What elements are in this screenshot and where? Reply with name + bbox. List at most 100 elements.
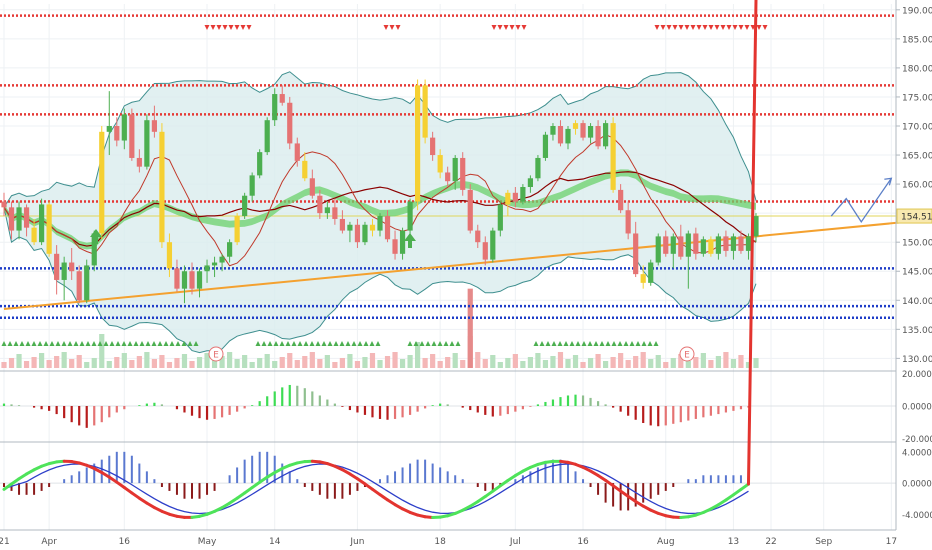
candle-body-18 <box>136 157 142 167</box>
volume-bar-8 <box>61 352 67 368</box>
buy-marker-0-64 <box>61 341 67 346</box>
sell-marker-3-2 <box>666 25 672 30</box>
stoch-main-segment-50 <box>378 493 390 502</box>
sell-marker-0-3 <box>222 25 228 30</box>
candle-body-0 <box>1 201 7 208</box>
sell-marker-0-6 <box>240 25 246 30</box>
candle-body-21 <box>159 131 165 243</box>
buy-marker-0-88 <box>85 341 91 346</box>
volume-bar-52 <box>392 352 398 368</box>
candle-body-43 <box>324 207 330 214</box>
candle-body-28 <box>211 262 218 266</box>
buy-marker-1-378 <box>375 341 381 346</box>
sell-marker-0-4 <box>228 25 234 30</box>
volume-bar-51 <box>384 356 391 368</box>
buy-marker-0-40 <box>37 341 43 346</box>
buy-marker-0-148 <box>145 341 151 346</box>
volume-bar-49 <box>369 353 376 368</box>
buy-marker-1-366 <box>363 341 369 346</box>
volume-bar-80 <box>603 361 609 368</box>
volume-bar-70 <box>527 357 533 368</box>
volume-bar-83 <box>625 360 631 368</box>
stoch-main-segment-32 <box>243 486 254 495</box>
candle-body-59 <box>445 172 451 182</box>
macd-pane <box>0 370 896 428</box>
buy-marker-3-590 <box>587 341 593 346</box>
stoch-pane <box>0 0 896 519</box>
buy-marker-2-446 <box>443 341 449 346</box>
candle-body-64 <box>482 242 488 260</box>
volume-bar-74 <box>557 352 564 368</box>
candle-body-58 <box>437 155 443 173</box>
buy-marker-2-452 <box>449 341 455 346</box>
volume-bar-67 <box>505 358 511 368</box>
volume-bar-10 <box>76 355 82 368</box>
volume-bar-89 <box>670 358 676 368</box>
bollinger-upper <box>3 71 757 208</box>
candle-body-63 <box>475 230 481 243</box>
volume-bar-27 <box>204 353 210 368</box>
volume-bar-85 <box>640 352 646 368</box>
buy-marker-0-34 <box>31 341 37 346</box>
candle-body-47 <box>354 224 361 243</box>
buy-marker-0-190 <box>187 341 193 346</box>
candle-body-9 <box>69 262 75 272</box>
sell-marker-0-5 <box>234 25 240 30</box>
buy-marker-2-422 <box>419 341 425 346</box>
sell-marker-1-2 <box>395 25 401 30</box>
sell-marker-3-3 <box>672 25 678 30</box>
buy-marker-3-620 <box>617 341 623 346</box>
sell-marker-3-4 <box>678 25 684 30</box>
buy-marker-1-264 <box>261 341 267 346</box>
candle-body-92 <box>693 233 699 254</box>
volume-bar-21 <box>159 355 165 368</box>
buy-marker-0-118 <box>115 341 121 346</box>
candle-body-13 <box>99 131 105 234</box>
time-tick-label-5: Jun <box>349 537 364 547</box>
volume-bar-9 <box>69 359 75 368</box>
candle-body-38 <box>287 102 293 144</box>
buy-marker-3-614 <box>611 341 617 346</box>
buy-marker-3-578 <box>575 341 581 346</box>
stoch-tick-label-0: 4.0000 <box>902 448 932 458</box>
candle-body-42 <box>317 195 323 214</box>
earnings-marker-label-1: E <box>684 351 690 361</box>
volume-bar-58 <box>437 361 443 368</box>
volume-bar-82 <box>618 353 624 368</box>
candle-body-52 <box>392 239 398 254</box>
volume-bar-33 <box>249 362 255 368</box>
stoch-main-segment-99 <box>746 0 758 486</box>
price-tick-label-12: 130.00 <box>902 355 932 365</box>
candle-body-44 <box>332 207 338 219</box>
candle-body-95 <box>715 236 721 254</box>
buy-marker-2-416 <box>413 341 419 346</box>
buy-marker-0-52 <box>49 341 55 346</box>
volume-bar-36 <box>272 361 278 368</box>
candle-body-53 <box>399 230 406 254</box>
buy-marker-3-626 <box>623 341 629 346</box>
volume-bar-50 <box>377 360 383 368</box>
candle-body-5 <box>39 204 45 243</box>
sell-marker-0-2 <box>216 25 222 30</box>
volume-bar-71 <box>535 353 541 368</box>
sell-marker-3-12 <box>726 25 732 30</box>
buy-marker-1-270 <box>267 341 273 346</box>
candle-body-76 <box>572 123 579 129</box>
sell-marker-3-0 <box>654 25 660 30</box>
sell-marker-2-5 <box>521 25 527 30</box>
volume-bar-31 <box>234 359 240 368</box>
buy-marker-3-560 <box>557 341 563 346</box>
volume-bar-6 <box>46 360 52 368</box>
candle-body-49 <box>369 224 376 231</box>
candle-body-62 <box>467 189 473 231</box>
buy-marker-3-596 <box>593 341 599 346</box>
macd-tick-label-1: 0.0000 <box>902 403 932 413</box>
buy-marker-3-602 <box>599 341 605 346</box>
volume-bar-45 <box>339 358 345 368</box>
buy-marker-2-428 <box>425 341 431 346</box>
candle-body-4 <box>31 227 37 243</box>
price-tick-label-5: 165.00 <box>902 152 932 162</box>
candle-body-97 <box>730 236 737 251</box>
candle-body-33 <box>249 175 255 196</box>
candle-body-7 <box>54 253 60 280</box>
